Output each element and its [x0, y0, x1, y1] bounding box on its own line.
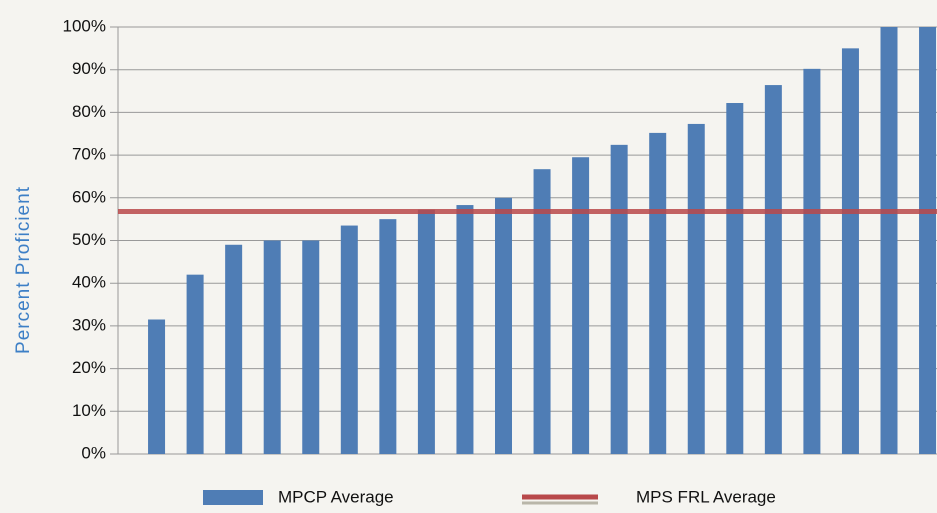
- bar: [764, 85, 782, 455]
- bar: [186, 274, 204, 454]
- bar: [919, 27, 937, 454]
- y-tick-label: 0%: [81, 443, 106, 462]
- bar: [610, 144, 628, 455]
- legend-swatch: [203, 490, 263, 505]
- y-tick-label: 40%: [72, 273, 106, 292]
- bar: [841, 48, 859, 454]
- bar: [572, 157, 590, 455]
- y-tick-label: 70%: [72, 145, 106, 164]
- bar: [649, 132, 667, 454]
- bar: [417, 209, 435, 454]
- y-tick-label: 30%: [72, 315, 106, 334]
- bar: [533, 169, 551, 455]
- bar: [687, 123, 705, 454]
- y-axis-label: Percent Proficient: [13, 186, 34, 354]
- bar: [456, 205, 474, 454]
- y-tick-label: 50%: [72, 230, 106, 249]
- bar: [225, 244, 243, 454]
- y-tick-label: 10%: [72, 401, 106, 420]
- bar: [302, 240, 320, 454]
- bar: [880, 27, 898, 454]
- bar: [340, 225, 358, 454]
- legend-label: MPS FRL Average: [636, 487, 776, 506]
- bar: [726, 103, 744, 455]
- y-tick-label: 100%: [63, 16, 106, 35]
- bar: [148, 319, 166, 454]
- y-tick-label: 80%: [72, 102, 106, 121]
- bar: [495, 197, 512, 455]
- y-tick-label: 90%: [72, 59, 106, 78]
- y-tick-label: 20%: [72, 358, 106, 377]
- y-tick-label: 60%: [72, 187, 106, 206]
- bar: [803, 68, 821, 454]
- legend-label: MPCP Average: [278, 487, 394, 506]
- bar: [263, 240, 281, 454]
- bar: [379, 219, 397, 454]
